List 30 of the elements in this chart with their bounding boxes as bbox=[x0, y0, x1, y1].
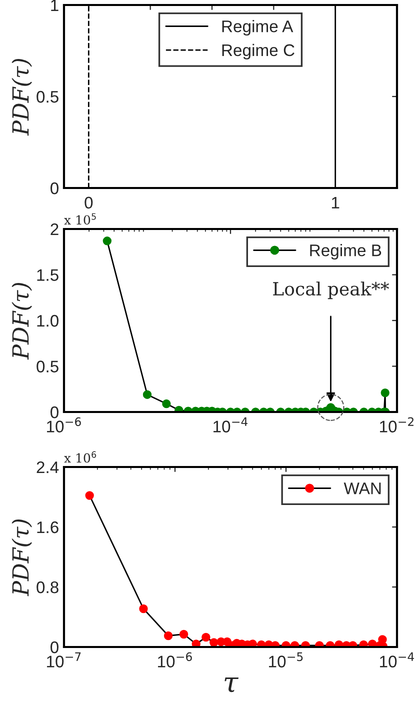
y-tick-label: 2 bbox=[50, 223, 58, 236]
y-tick-label: 0.5 bbox=[36, 360, 58, 372]
legend-label: Regime A bbox=[222, 20, 294, 36]
y-axis-title: PDF(τ) bbox=[12, 282, 32, 360]
x-tick-label: 10$^{−4}$ bbox=[214, 417, 248, 432]
x-tick-label: 10$^{−2}$ bbox=[380, 417, 414, 432]
y-tick-label: 0.5 bbox=[36, 90, 58, 103]
y-tick-label: 1.0 bbox=[37, 314, 58, 327]
y-tick-label: 0 bbox=[50, 641, 58, 654]
x-tick-label: 10$^{−4}$ bbox=[380, 652, 414, 668]
y-tick-label: 0.8 bbox=[36, 581, 58, 594]
y-tick-label: 0 bbox=[50, 406, 58, 418]
x-tick-label: 10$^{−7}$ bbox=[47, 652, 81, 668]
y-axis-title: PDF(τ) bbox=[12, 519, 32, 596]
y-tick-label: 0 bbox=[50, 182, 58, 194]
x-axis-title: τ bbox=[224, 678, 239, 692]
y-tick-label: 1.6 bbox=[37, 521, 58, 534]
legend-label: Regime C bbox=[222, 44, 294, 60]
y-tick-label: 2.4 bbox=[36, 461, 59, 474]
y-tick-label: 1.5 bbox=[37, 269, 58, 281]
annotation: Local peak** bbox=[273, 282, 390, 300]
y-tick-label: 1 bbox=[51, 0, 58, 12]
x-tick-label: 10$^{−6}$ bbox=[158, 652, 192, 668]
y-axis-title: PDF(τ) bbox=[12, 58, 32, 136]
legend-label: WAN bbox=[344, 482, 381, 494]
x-tick-label: 10$^{−5}$ bbox=[269, 652, 303, 668]
x-tick-label: 10$^{−6}$ bbox=[47, 417, 81, 432]
legend-label: Regime B bbox=[310, 244, 382, 260]
text: x 10$^{6}$ bbox=[64, 451, 96, 463]
text: x 10$^{5}$ bbox=[64, 213, 96, 225]
